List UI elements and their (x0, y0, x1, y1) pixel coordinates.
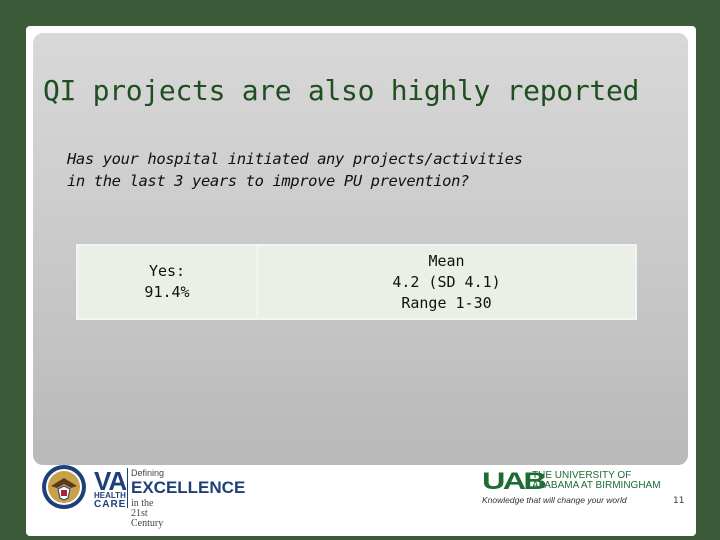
yes-cell: Yes: 91.4% (78, 246, 256, 318)
va-century: in the 21st Century (131, 498, 164, 529)
page-number: 11 (673, 496, 685, 506)
slide-title: QI projects are also highly reported (43, 74, 640, 107)
mean-value: 4.2 (SD 4.1) (392, 272, 501, 291)
uab-name-line-1: THE UNIVERSITY OF (532, 470, 632, 481)
uab-name-line-2: ALABAMA AT BIRMINGHAM (532, 480, 661, 491)
va-letters: VA (94, 466, 127, 496)
range-value: Range 1-30 (401, 293, 492, 312)
va-health: HEALTH (94, 491, 126, 500)
va-divider (127, 468, 128, 508)
va-defining: Defining (131, 468, 165, 478)
question-line-2: in the last 3 years to improve PU preven… (67, 172, 469, 190)
stats-cell: Mean 4.2 (SD 4.1) Range 1-30 (258, 246, 635, 318)
uab-tagline: Knowledge that will change your world (482, 495, 627, 505)
yes-value: 91.4% (144, 283, 190, 301)
va-excellence: EXCELLENCE (131, 478, 246, 497)
yes-label: Yes: (148, 262, 186, 280)
mean-label: Mean (428, 251, 465, 270)
va-care: CARE (94, 499, 127, 510)
uab-mark: UAB (482, 468, 547, 495)
va-seal-icon (42, 465, 86, 509)
question-line-1: Has your hospital initiated any projects… (67, 150, 523, 168)
results-table: Yes: 91.4% Mean 4.2 (SD 4.1) Range 1-30 (76, 244, 637, 320)
survey-question: Has your hospital initiated any projects… (67, 148, 627, 192)
